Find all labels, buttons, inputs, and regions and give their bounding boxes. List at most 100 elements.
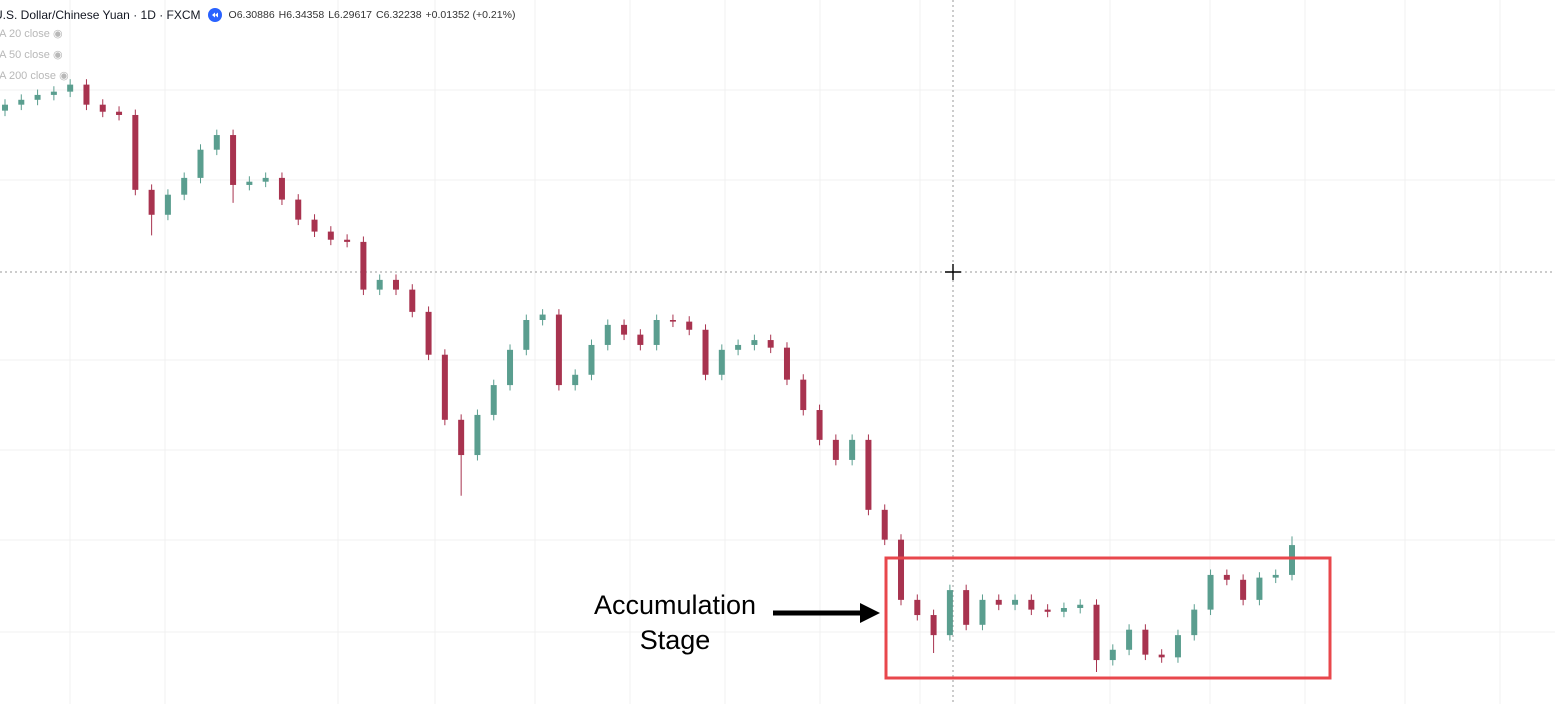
- candle-body: [148, 189, 155, 215]
- candle-body: [262, 177, 269, 182]
- candle-body: [409, 289, 416, 312]
- change: +0.01352 (+0.21%): [425, 9, 516, 21]
- candle-body: [116, 111, 123, 115]
- candle-body: [1191, 609, 1198, 636]
- candle-body: [767, 340, 774, 348]
- candle-body: [213, 135, 220, 150]
- candle-body: [1028, 599, 1035, 610]
- candle-body: [702, 329, 709, 375]
- candle-body: [376, 279, 383, 290]
- candle-body: [50, 91, 57, 95]
- candle-body: [653, 320, 660, 345]
- indicator-label: MA 200 close: [0, 70, 57, 82]
- indicator[interactable]: MA 50 close ◉: [0, 48, 63, 61]
- candle-body: [278, 177, 285, 200]
- candle-body: [1142, 629, 1149, 655]
- candles: [2, 79, 1295, 672]
- replay-icon: [207, 8, 222, 22]
- candle-body: [1272, 574, 1279, 578]
- arrow-head: [860, 603, 880, 623]
- candle-body: [865, 439, 872, 510]
- candle-body: [751, 340, 758, 345]
- candle-body: [295, 199, 302, 220]
- candle-body: [1207, 574, 1214, 610]
- candle-body: [1060, 608, 1067, 612]
- candle-body: [327, 231, 334, 240]
- candle-body: [1256, 577, 1263, 600]
- indicator-label: MA 50 close: [0, 49, 50, 61]
- candle-body: [1126, 629, 1133, 650]
- indicator[interactable]: MA 200 close ◉: [0, 69, 69, 82]
- candle-body: [67, 84, 74, 92]
- candle-body: [1012, 599, 1019, 605]
- candle-body: [686, 321, 693, 330]
- candle-body: [18, 99, 25, 105]
- candle-body: [1174, 635, 1181, 658]
- candle-body: [246, 181, 253, 185]
- candle-body: [344, 239, 351, 242]
- candle-body: [555, 314, 562, 386]
- candle-body: [881, 509, 888, 540]
- candle-body: [995, 599, 1002, 605]
- crosshair-cursor: [945, 264, 961, 280]
- candle-body: [458, 419, 465, 456]
- candle-body: [1223, 574, 1230, 580]
- candle-body: [197, 149, 204, 178]
- candle-body: [181, 177, 188, 195]
- candle-body: [83, 84, 90, 105]
- candle-body: [425, 311, 432, 355]
- candle-body: [963, 590, 970, 625]
- candle-body: [311, 219, 318, 232]
- candle-body: [637, 334, 644, 345]
- candle-body: [507, 349, 514, 386]
- candle-body: [490, 385, 497, 415]
- candle-body: [898, 539, 905, 600]
- candle-body: [1240, 579, 1247, 600]
- candle-body: [441, 354, 448, 420]
- candle-body: [832, 439, 839, 460]
- candle-body: [539, 314, 546, 320]
- candle-body: [588, 344, 595, 375]
- candle-body: [946, 590, 953, 636]
- candle-body: [474, 414, 481, 456]
- candle-body: [783, 347, 790, 380]
- annotation: Accumulation Stage: [593, 590, 757, 655]
- candle-body: [360, 241, 367, 290]
- candle-body: [34, 94, 41, 100]
- candle-body: [2, 104, 8, 111]
- candle-body: [669, 320, 676, 322]
- candle-body: [392, 279, 399, 290]
- ohlc: O6.30886 H6.34358 L6.29617 C6.32238 +0.0…: [229, 9, 516, 21]
- header: U.S. Dollar/Chinese Yuan · 1D · FXCM O6.…: [0, 7, 515, 23]
- candle-body: [816, 410, 823, 440]
- candle-body: [621, 324, 628, 335]
- open: O6.30886: [228, 9, 275, 21]
- candle-body: [914, 599, 921, 616]
- candle-body: [132, 114, 139, 190]
- candle-body: [1109, 649, 1116, 661]
- candle-body: [1077, 604, 1084, 608]
- candle-body: [99, 104, 106, 112]
- candle-body: [523, 320, 530, 350]
- candle-body: [572, 374, 579, 386]
- candle-body: [718, 349, 725, 375]
- indicator-label: MA 20 close: [0, 28, 50, 40]
- candle-body: [1044, 609, 1051, 612]
- high: H6.34358: [278, 9, 325, 21]
- indicator[interactable]: MA 20 close ◉: [0, 27, 63, 40]
- candle-body: [230, 135, 237, 185]
- low: L6.29617: [328, 9, 372, 21]
- close: C6.32238: [376, 9, 422, 21]
- accumulation-box: [884, 556, 1332, 680]
- candle-body: [604, 324, 611, 345]
- candle-body: [164, 194, 171, 215]
- candle-body: [1289, 545, 1295, 575]
- candle-body: [979, 599, 986, 625]
- candle-body: [930, 615, 937, 636]
- candle-body: [849, 439, 856, 460]
- candle-body: [1093, 604, 1100, 661]
- symbol: U.S. Dollar/Chinese Yuan · 1D · FXCM: [0, 8, 201, 22]
